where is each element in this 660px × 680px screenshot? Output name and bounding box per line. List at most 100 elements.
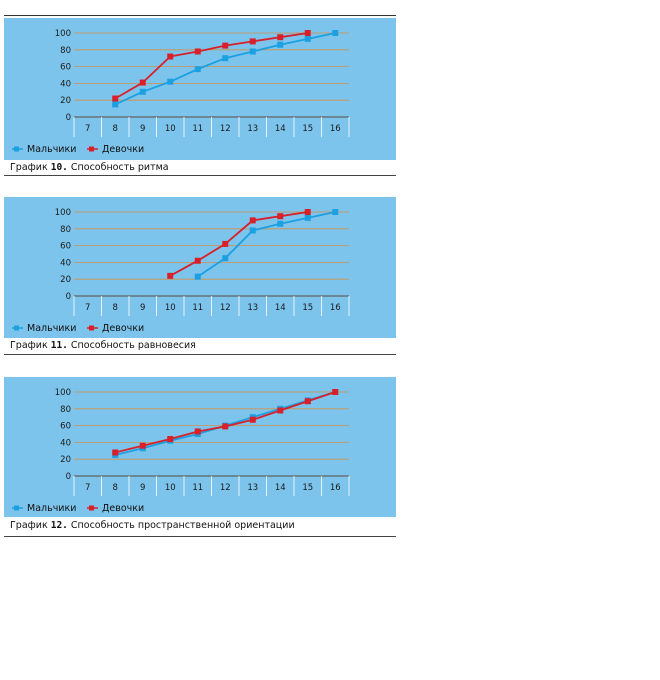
x-tick-label: 14 [275,303,286,313]
data-point-girls [222,423,229,430]
y-tick-label: 40 [60,79,71,89]
x-tick-label: 10 [165,483,176,493]
y-tick-label: 40 [60,258,71,268]
y-tick-label: 60 [60,242,71,252]
chart-balance: 0 20 40 60 80 100 7 8 9 10 11 12 13 14 15 16 Мальчики Дев… [12,208,350,334]
x-tick-label: 7 [85,483,90,493]
data-point-boys [277,220,284,227]
series-line-girls [114,32,308,100]
data-point-girls [222,240,229,247]
legend-marker [14,325,19,331]
data-point-girls [167,53,174,60]
data-point-girls [304,398,311,405]
y-tick-label: 0 [66,113,71,123]
x-tick-label: 13 [247,303,258,313]
series-line-girls [169,211,308,277]
y-tick-label: 100 [55,388,71,398]
chart-panel-12: 0 20 40 60 80 100 7 8 9 10 11 12 13 14 15 16 Мальчики Дев… [4,377,396,517]
data-point-boys [167,78,174,85]
top-rule [4,15,396,16]
data-point-girls [222,42,229,49]
x-tick-label: 11 [192,483,203,493]
data-point-boys [332,30,339,36]
chart-caption-10: График 10. Способность ритма [10,162,169,173]
data-point-girls [304,209,311,215]
data-point-girls [277,407,284,414]
y-tick-label: 80 [60,225,71,235]
caption-prefix: График [10,340,48,351]
x-tick-label: 13 [247,483,258,493]
x-tick-label: 9 [140,124,145,134]
data-point-boys [112,101,119,108]
legend-marker [14,146,19,152]
x-tick-label: 14 [275,124,286,134]
x-tick-label: 11 [192,303,203,313]
legend-boys: Мальчики [27,323,76,334]
caption-rule [4,175,396,176]
data-point-girls [249,416,256,423]
caption-title: Способность пространственной ориентации [70,520,295,531]
chart-caption-11: График 11. Способность равновесия [10,340,196,351]
data-point-girls [167,436,174,443]
data-point-boys [139,88,146,95]
x-tick-label: 16 [330,483,341,493]
y-tick-label: 80 [60,46,71,56]
x-tick-label: 11 [192,124,203,134]
data-point-girls [194,428,201,435]
y-tick-label: 0 [66,292,71,302]
x-tick-label: 15 [302,483,313,493]
data-point-girls [112,95,119,102]
y-tick-label: 20 [60,96,71,106]
x-tick-label: 16 [330,303,341,313]
caption-number: 11. [50,340,68,351]
series-line-boys [197,211,336,278]
y-tick-label: 20 [60,455,71,465]
data-point-boys [332,209,339,215]
legend-marker [89,505,94,511]
data-point-girls [249,217,256,224]
x-tick-label: 7 [85,303,90,313]
data-point-boys [222,55,229,62]
data-point-boys [277,41,284,48]
legend-boys: Мальчики [27,503,76,514]
y-tick-label: 40 [60,438,71,448]
data-point-girls [167,272,174,279]
chart-rhythm: 0 20 40 60 80 100 7 8 9 10 11 12 13 14 15 16 Мальчики Дев… [12,29,350,155]
data-point-boys [222,255,229,262]
data-point-girls [112,449,119,456]
legend-marker [89,146,94,152]
data-point-girls [194,257,201,264]
caption-title: Способность ритма [70,162,169,173]
data-point-girls [194,48,201,55]
caption-number: 10. [50,162,68,173]
x-tick-label: 10 [165,124,176,134]
x-tick-label: 12 [220,483,231,493]
legend-marker [14,505,19,511]
caption-prefix: График [10,162,48,173]
x-tick-label: 8 [113,124,118,134]
data-point-girls [249,38,256,45]
x-tick-label: 12 [220,303,231,313]
x-tick-label: 8 [113,303,118,313]
data-point-boys [304,214,311,221]
y-tick-label: 60 [60,63,71,73]
caption-rule [4,536,396,537]
y-tick-label: 80 [60,405,71,415]
legend-marker [89,325,94,331]
x-tick-label: 16 [330,124,341,134]
x-tick-label: 15 [302,124,313,134]
x-tick-label: 13 [247,124,258,134]
data-point-boys [249,48,256,55]
data-point-girls [139,442,146,449]
data-point-girls [139,79,146,86]
chart-panel-11: 0 20 40 60 80 100 7 8 9 10 11 12 13 14 15 16 Мальчики Дев… [4,197,396,338]
data-point-girls [277,34,284,41]
x-tick-label: 7 [85,124,90,134]
x-tick-label: 8 [113,483,118,493]
data-point-boys [194,273,201,280]
x-tick-label: 10 [165,303,176,313]
caption-rule [4,354,396,355]
data-point-girls [277,213,284,220]
legend-girls: Девочки [102,144,144,155]
x-tick-label: 15 [302,303,313,313]
